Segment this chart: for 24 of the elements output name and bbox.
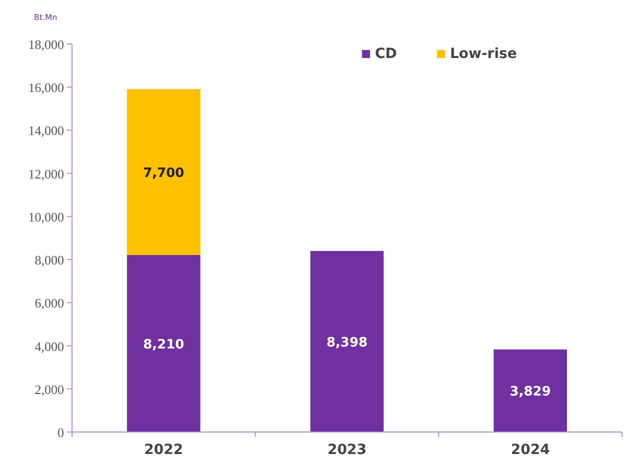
data-label: 8,398 [326,335,368,350]
y-tick-label: 10,000 [28,209,64,224]
y-tick-label: 16,000 [28,80,64,96]
data-label: 3,829 [510,384,551,400]
y-tick-label: 12,000 [28,166,64,182]
bar [494,349,567,432]
y-tick-label: 0 [58,425,64,440]
x-tick-label: 2024 [510,442,550,458]
y-tick-label: 8,000 [34,252,64,268]
bar [127,89,200,256]
bar [310,250,384,432]
y-axis-title: Bt.Mn [34,13,58,22]
legend-label: CD [375,46,397,62]
x-tick-label: 2023 [328,442,366,458]
legend-label: Low-rise [450,46,517,62]
x-tick-label: 2022 [144,442,184,458]
bar [127,255,200,432]
y-tick-label: 14,000 [28,123,64,138]
data-label: 8,210 [143,338,184,353]
y-tick-label: 4,000 [34,338,64,354]
data-label: 7,700 [143,166,184,182]
y-tick-label: 18,000 [28,37,64,52]
y-tick-label: 6,000 [34,296,64,311]
y-tick-label: 2,000 [34,382,64,397]
